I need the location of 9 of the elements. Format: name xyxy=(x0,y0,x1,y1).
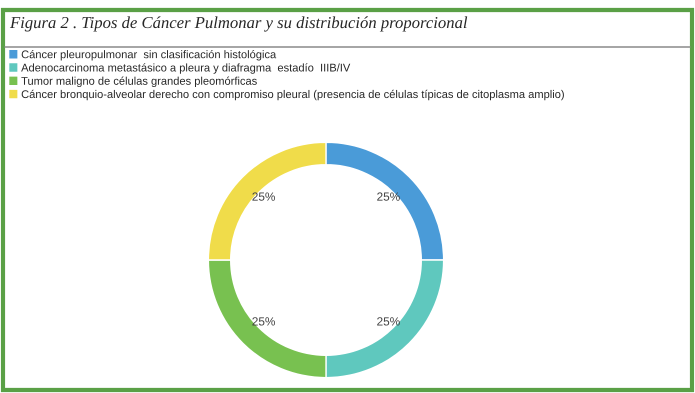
legend-label: Cáncer bronquio-alveolar derecho con compromiso pleural (presencia de células típicas de citoplasma amplio) xyxy=(22,90,564,100)
legend-label: Cáncer pleuropulmonar sin clasificación histológica xyxy=(22,50,276,60)
legend-label: Adenocarcinoma metastásico a pleura y diafragma estadío IIIB/IV xyxy=(21,63,350,74)
data-label: 25% xyxy=(377,192,400,201)
data-label: 25% xyxy=(252,317,276,326)
data-label: 25% xyxy=(252,192,276,201)
legend-label: Tumor maligno de células grandes pleomórficas xyxy=(21,76,257,88)
data-label: 25% xyxy=(377,317,400,326)
chart-title: Figura 2 . Tipos de Cáncer Pulmonar y su distribución proporcional xyxy=(10,16,468,32)
